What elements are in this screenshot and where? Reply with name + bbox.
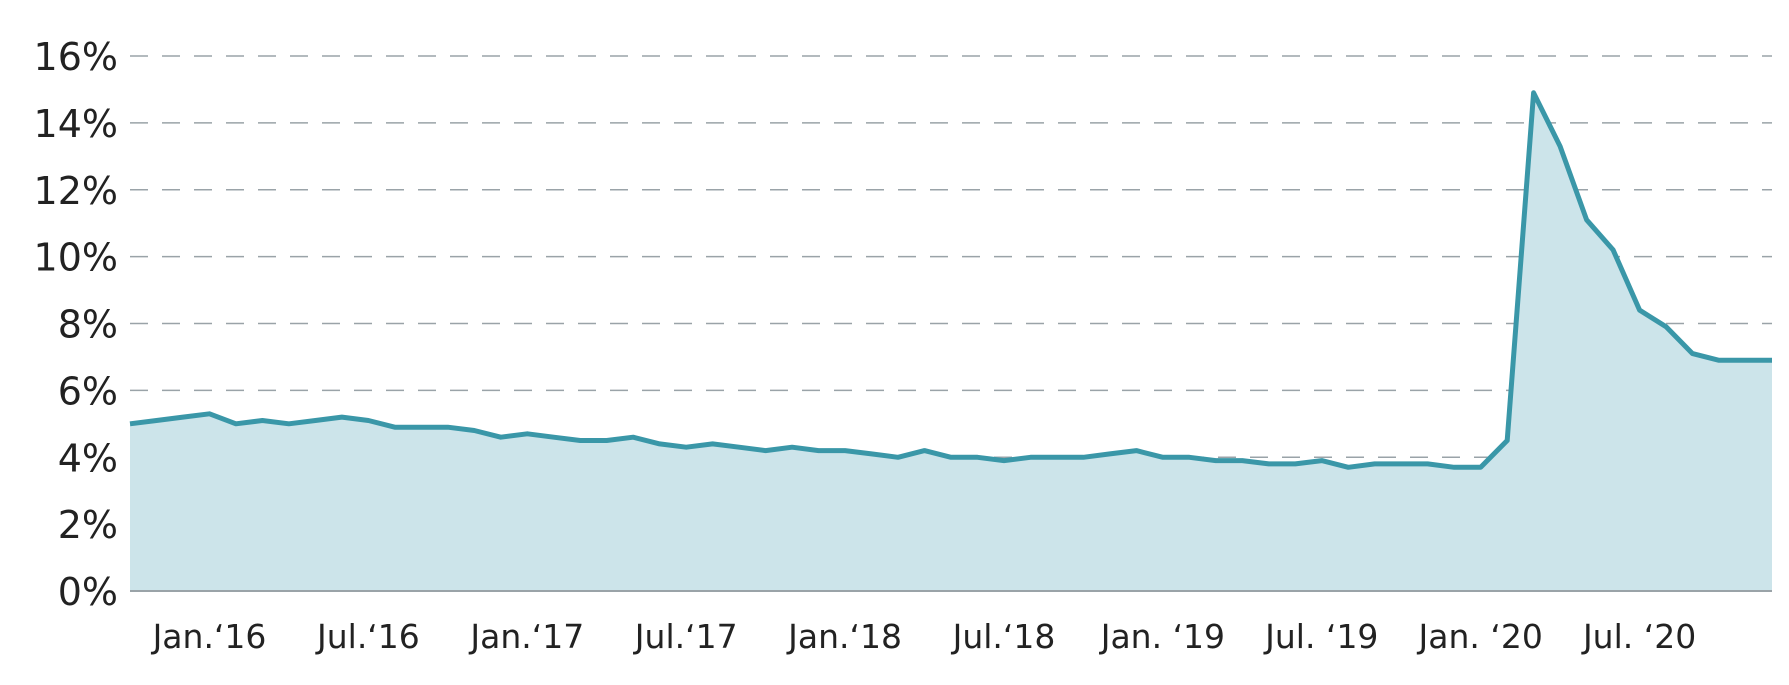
series-line — [129, 90, 1772, 470]
x-tick-label: Jul. ‘20 — [1581, 617, 1696, 656]
x-tick-label: Jan. ‘20 — [1417, 617, 1543, 656]
x-tick-label: Jan.‘18 — [786, 617, 902, 656]
x-tick-label: Jul. ‘19 — [1263, 617, 1378, 656]
x-tick-labels: Jan.‘16 Jul.‘16 Jan.‘17 Jul.‘17 Jan.‘18 Jul.‘… — [151, 617, 1697, 656]
y-tick-label: 10% — [34, 236, 118, 280]
x-tick-label: Jan.‘16 — [151, 617, 267, 656]
y-tick-label: 2% — [58, 503, 118, 547]
x-tick-label: Jul.‘16 — [315, 617, 420, 656]
x-tick-label: Jul.‘17 — [633, 617, 738, 656]
y-tick-label: 8% — [58, 303, 118, 347]
y-tick-label: 14% — [34, 102, 118, 146]
y-tick-label: 12% — [34, 169, 118, 213]
x-tick-label: Jul.‘18 — [951, 617, 1056, 656]
y-tick-label: 0% — [58, 570, 118, 614]
y-tick-label: 4% — [58, 436, 118, 480]
y-tick-label: 16% — [34, 35, 118, 79]
x-tick-label: Jan.‘17 — [468, 617, 584, 656]
y-tick-labels: 0% 2% 4% 6% 8% 10% 12% 14% 16% — [34, 35, 118, 614]
y-tick-label: 6% — [58, 369, 118, 413]
x-tick-label: Jan. ‘19 — [1099, 617, 1225, 656]
